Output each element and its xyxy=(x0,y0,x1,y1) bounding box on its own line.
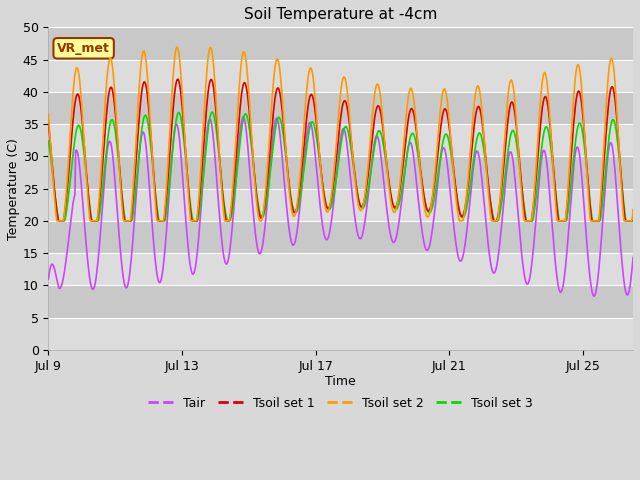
Bar xyxy=(49,189,633,221)
X-axis label: Time: Time xyxy=(325,375,356,388)
Bar xyxy=(49,92,633,124)
Text: VR_met: VR_met xyxy=(57,42,110,55)
Bar xyxy=(49,60,633,92)
Bar xyxy=(49,318,633,350)
Title: Soil Temperature at -4cm: Soil Temperature at -4cm xyxy=(244,7,437,22)
Bar xyxy=(49,156,633,189)
Bar xyxy=(49,124,633,156)
Bar xyxy=(49,286,633,318)
Y-axis label: Temperature (C): Temperature (C) xyxy=(7,138,20,240)
Bar xyxy=(49,221,633,253)
Bar xyxy=(49,27,633,60)
Legend: Tair, Tsoil set 1, Tsoil set 2, Tsoil set 3: Tair, Tsoil set 1, Tsoil set 2, Tsoil se… xyxy=(143,392,538,415)
Bar xyxy=(49,253,633,286)
